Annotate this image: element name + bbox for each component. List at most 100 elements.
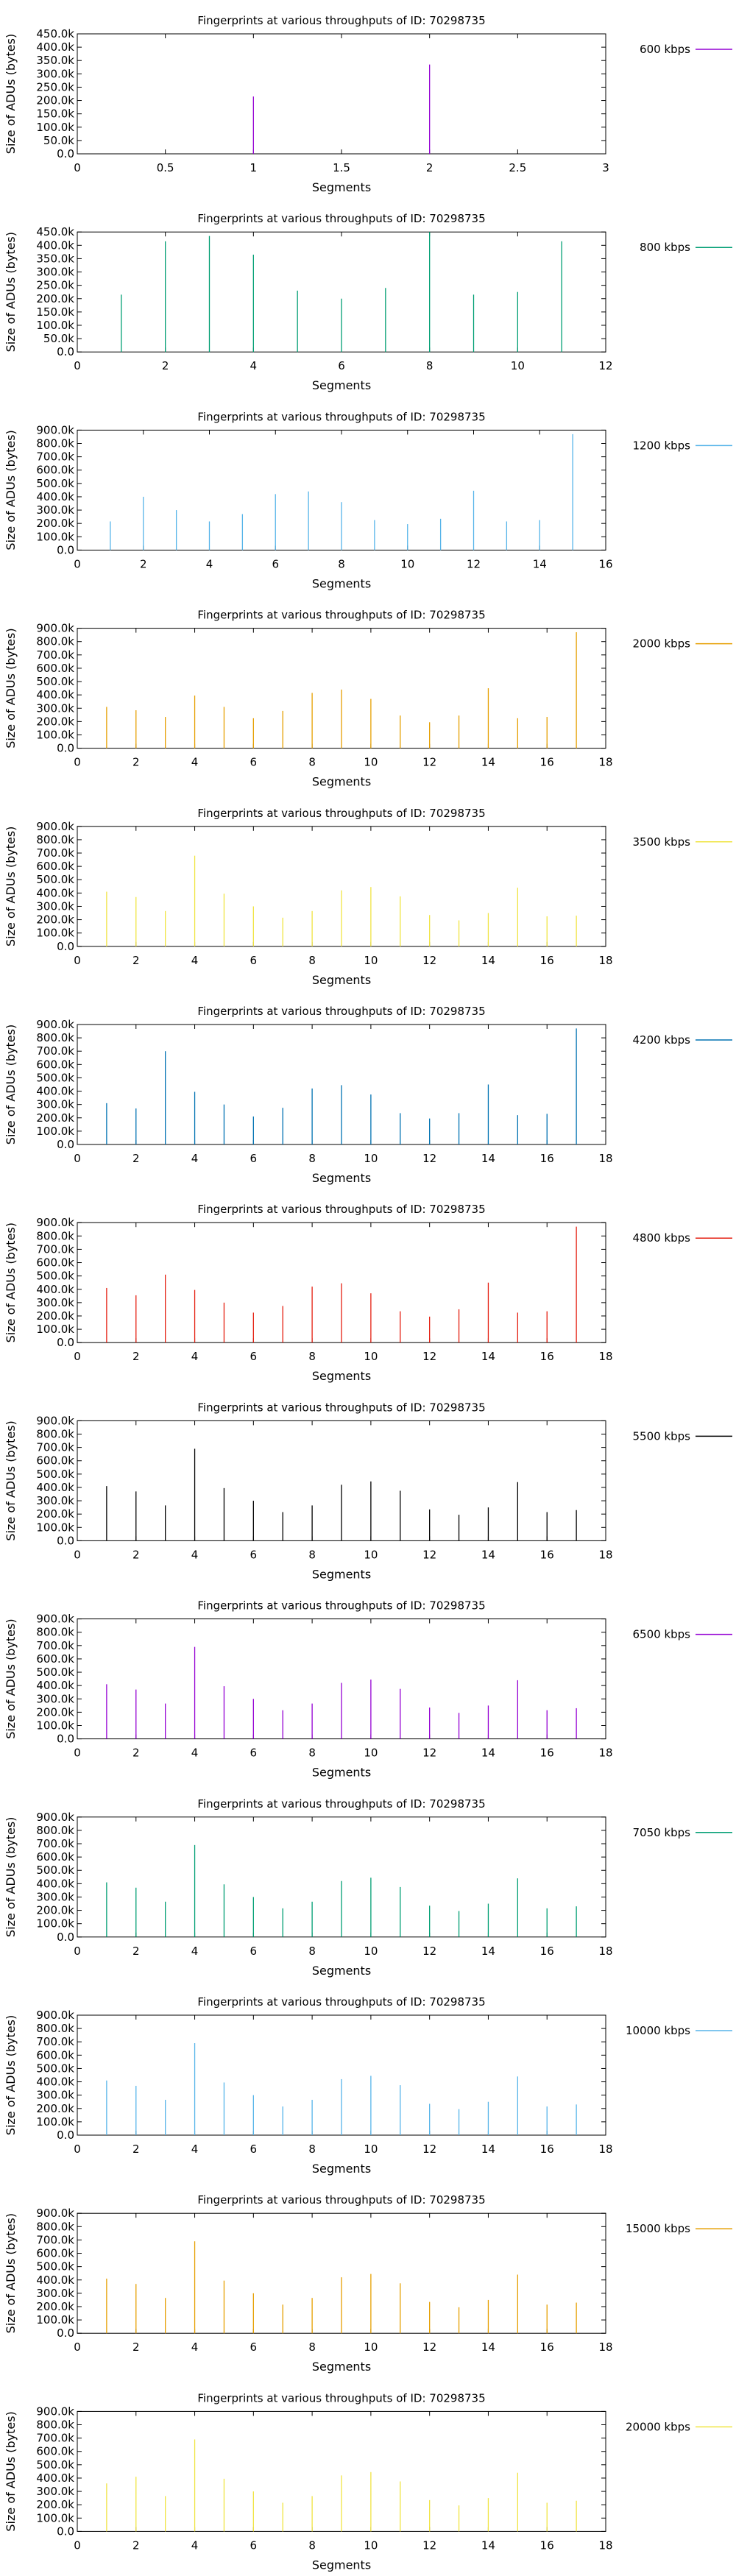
x-tick-label: 2 <box>132 756 140 769</box>
y-tick-label: 500.0k <box>36 1270 74 1283</box>
y-tick-label: 500.0k <box>36 873 74 886</box>
x-tick-label: 0 <box>74 2142 81 2156</box>
y-axis-label: Size of ADUs (bytes) <box>4 1420 18 1540</box>
x-tick-label: 4 <box>191 2340 199 2354</box>
y-tick-label: 200.0k <box>36 2102 74 2115</box>
chart-panel-11: Fingerprints at various throughputs of I… <box>4 1995 732 2176</box>
x-tick-label: 12 <box>422 2340 436 2354</box>
y-tick-label: 700.0k <box>36 2035 74 2048</box>
y-tick-label: 0.0 <box>57 1534 74 1547</box>
x-tick-label: 8 <box>338 557 345 570</box>
x-tick-label: 18 <box>598 1548 612 1561</box>
chart-panel-3: Fingerprints at various throughputs of I… <box>4 410 732 590</box>
y-tick-label: 400.0k <box>36 1085 74 1098</box>
x-tick-label: 3 <box>602 161 609 174</box>
y-tick-label: 900.0k <box>36 1613 74 1626</box>
y-tick-label: 0.0 <box>57 1336 74 1349</box>
x-tick-label: 18 <box>598 1747 612 1760</box>
y-tick-label: 900.0k <box>36 2207 74 2220</box>
x-tick-label: 18 <box>598 1945 612 1958</box>
x-axis-label: Segments <box>312 1964 371 1978</box>
y-tick-label: 600.0k <box>36 2445 74 2458</box>
x-tick-label: 6 <box>250 2538 258 2552</box>
x-tick-label: 0 <box>74 1747 81 1760</box>
y-tick-label: 100.0k <box>36 728 74 741</box>
y-tick-label: 700.0k <box>36 1639 74 1652</box>
x-tick-label: 16 <box>540 1152 554 1165</box>
y-tick-label: 50.0k <box>43 332 74 345</box>
legend-label: 5500 kbps <box>633 1429 691 1443</box>
x-tick-label: 16 <box>540 954 554 967</box>
y-tick-label: 300.0k <box>36 503 74 517</box>
x-tick-label: 2 <box>132 1152 140 1165</box>
y-axis-label: Size of ADUs (bytes) <box>4 628 18 748</box>
legend-label: 3500 kbps <box>633 835 691 849</box>
y-tick-label: 200.0k <box>36 1111 74 1125</box>
x-axis-label: Segments <box>312 2360 371 2374</box>
x-tick-label: 0 <box>74 359 81 372</box>
x-tick-label: 1 <box>250 161 258 174</box>
y-tick-label: 500.0k <box>36 2458 74 2471</box>
x-tick-label: 14 <box>481 1747 495 1760</box>
chart-title: Fingerprints at various throughputs of I… <box>197 609 485 622</box>
x-tick-label: 4 <box>191 2538 199 2552</box>
x-tick-label: 14 <box>481 2142 495 2156</box>
y-tick-label: 700.0k <box>36 450 74 464</box>
x-tick-label: 8 <box>308 1747 316 1760</box>
x-tick-label: 2 <box>132 1350 140 1363</box>
x-tick-label: 10 <box>364 1548 378 1561</box>
x-tick-label: 16 <box>540 1747 554 1760</box>
x-tick-label: 8 <box>308 2538 316 2552</box>
y-tick-label: 100.0k <box>36 1323 74 1336</box>
x-tick-label: 4 <box>191 1548 199 1561</box>
x-tick-label: 10 <box>364 756 378 769</box>
x-tick-label: 14 <box>481 954 495 967</box>
y-tick-label: 400.0k <box>36 238 74 252</box>
x-tick-label: 12 <box>422 2538 436 2552</box>
x-tick-label: 8 <box>308 1350 316 1363</box>
y-tick-label: 400.0k <box>36 2076 74 2089</box>
legend-label: 4800 kbps <box>633 1231 691 1245</box>
x-tick-label: 2 <box>132 954 140 967</box>
x-tick-label: 14 <box>481 2538 495 2552</box>
y-axis-label: Size of ADUs (bytes) <box>4 1618 18 1738</box>
y-tick-label: 600.0k <box>36 1256 74 1270</box>
y-tick-label: 0.0 <box>57 742 74 755</box>
y-tick-label: 0.0 <box>57 1931 74 1944</box>
y-axis-label: Size of ADUs (bytes) <box>4 1025 18 1144</box>
y-tick-label: 350.0k <box>36 54 74 67</box>
x-tick-label: 16 <box>540 2538 554 2552</box>
x-tick-label: 6 <box>250 2142 258 2156</box>
x-tick-label: 2 <box>132 1747 140 1760</box>
x-tick-label: 16 <box>598 557 612 570</box>
x-tick-label: 8 <box>426 359 434 372</box>
x-tick-label: 16 <box>540 1945 554 1958</box>
x-tick-label: 18 <box>598 756 612 769</box>
x-axis-label: Segments <box>312 180 371 194</box>
y-tick-label: 900.0k <box>36 622 74 635</box>
y-tick-label: 500.0k <box>36 1864 74 1877</box>
chart-panel-8: Fingerprints at various throughputs of I… <box>4 1401 732 1581</box>
y-tick-label: 600.0k <box>36 662 74 675</box>
y-tick-label: 600.0k <box>36 1652 74 1666</box>
y-tick-label: 800.0k <box>36 1626 74 1639</box>
legend-label: 6500 kbps <box>633 1628 691 1641</box>
chart-title: Fingerprints at various throughputs of I… <box>197 410 485 423</box>
y-tick-label: 300.0k <box>36 2089 74 2102</box>
x-tick-label: 12 <box>422 1945 436 1958</box>
x-tick-label: 12 <box>422 756 436 769</box>
y-tick-label: 900.0k <box>36 1811 74 1824</box>
x-tick-label: 6 <box>250 1548 258 1561</box>
y-tick-label: 700.0k <box>36 2432 74 2445</box>
y-tick-label: 0.0 <box>57 345 74 358</box>
y-tick-label: 700.0k <box>36 846 74 860</box>
legend-label: 1200 kbps <box>633 439 691 452</box>
x-tick-label: 4 <box>206 557 213 570</box>
chart-title: Fingerprints at various throughputs of I… <box>197 2193 485 2207</box>
y-tick-label: 800.0k <box>36 1824 74 1837</box>
legend-label: 7050 kbps <box>633 1826 691 1839</box>
y-tick-label: 600.0k <box>36 860 74 873</box>
x-tick-label: 10 <box>364 2538 378 2552</box>
y-tick-label: 400.0k <box>36 490 74 503</box>
x-tick-label: 14 <box>533 557 547 570</box>
